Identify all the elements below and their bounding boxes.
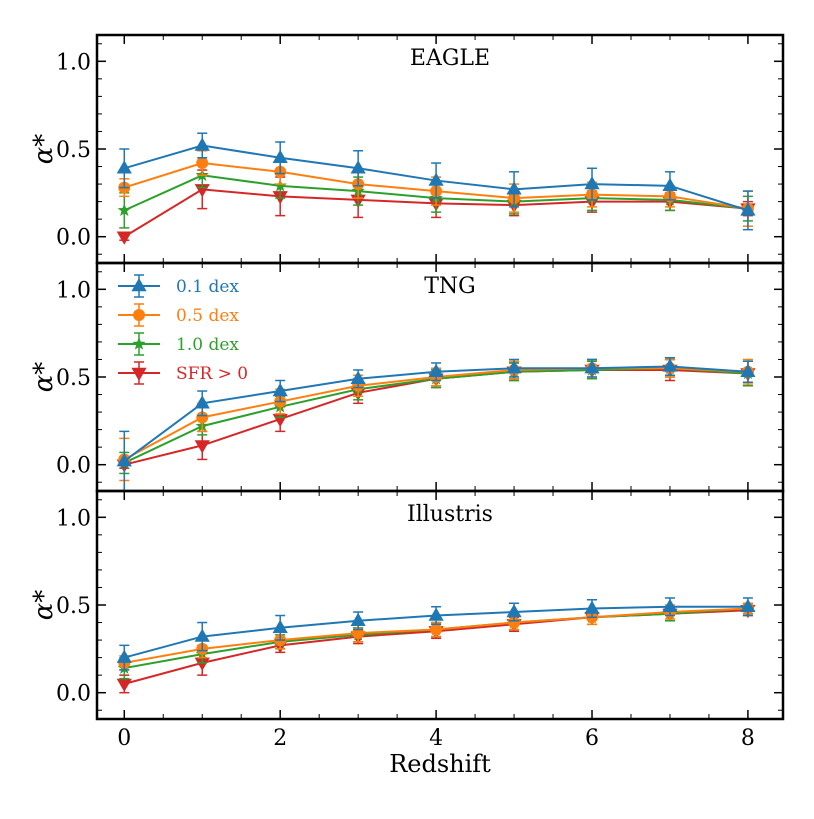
data-point-illustris-0-1-dex	[116, 649, 132, 663]
y-axis-label-illustris: α*	[29, 590, 59, 621]
ytick-label-tng: 0.0	[56, 454, 91, 479]
data-point-illustris-0-1-dex	[194, 628, 210, 642]
legend-label-0-1-dex: 0.1 dex	[176, 277, 239, 297]
data-point-tng-0-1-dex	[662, 358, 678, 372]
ytick-label-tng: 1.0	[56, 278, 91, 303]
data-point-illustris-0-1-dex	[506, 604, 522, 618]
data-point-eagle-0-1-dex	[584, 176, 600, 190]
y-axis-label-tng: α*	[29, 362, 59, 393]
ytick-label-eagle: 0.5	[56, 138, 91, 163]
data-point-illustris-0-1-dex	[662, 598, 678, 612]
legend-label-0-5-dex: 0.5 dex	[176, 306, 239, 326]
data-point-eagle-1-0-dex	[273, 178, 287, 192]
data-point-tng-0-1-dex	[740, 363, 756, 377]
legend-marker-0-1-dex	[131, 278, 147, 292]
x-axis-label: Redshift	[389, 750, 491, 778]
data-point-eagle-0-1-dex	[272, 149, 288, 163]
data-point-eagle-0-1-dex	[194, 137, 210, 151]
legend-label-sfr-0: SFR > 0	[176, 364, 248, 384]
ytick-label-illustris: 1.0	[56, 506, 91, 531]
data-point-tng-0-1-dex	[584, 360, 600, 374]
data-point-illustris-0-1-dex	[272, 619, 288, 633]
data-point-illustris-sfr-0	[116, 678, 132, 692]
data-point-eagle-1-0-dex	[117, 203, 131, 217]
ytick-label-illustris: 0.0	[56, 682, 91, 707]
data-point-illustris-0-1-dex	[584, 600, 600, 614]
data-point-eagle-0-1-dex	[740, 202, 756, 216]
panel-title-illustris: Illustris	[407, 502, 493, 527]
data-point-eagle-0-1-dex	[428, 172, 444, 186]
data-point-eagle-0-1-dex	[116, 160, 132, 174]
legend-marker-1-0-dex	[132, 337, 146, 350]
xtick-label: 4	[429, 726, 443, 751]
panel-title-eagle: EAGLE	[410, 46, 490, 71]
data-point-tng-0-1-dex	[350, 370, 366, 384]
y-axis-label-eagle: α*	[29, 134, 59, 165]
ytick-label-eagle: 1.0	[56, 50, 91, 75]
data-point-tng-sfr-0	[194, 440, 210, 454]
panel-title-tng: TNG	[424, 274, 476, 299]
data-point-illustris-0-1-dex	[740, 598, 756, 612]
ytick-label-illustris: 0.5	[56, 594, 91, 619]
data-point-illustris-sfr-0	[194, 657, 210, 671]
data-point-illustris-0-5-dex	[508, 616, 521, 629]
data-point-eagle-0-5-dex	[196, 157, 209, 170]
data-point-eagle-0-1-dex	[350, 160, 366, 174]
data-point-tng-0-1-dex	[428, 363, 444, 377]
data-point-illustris-0-5-dex	[430, 623, 443, 636]
data-point-eagle-sfr-0	[116, 231, 132, 245]
xtick-label: 8	[741, 726, 755, 751]
data-point-eagle-0-1-dex	[506, 181, 522, 195]
xtick-label: 2	[273, 726, 287, 751]
data-point-eagle-0-1-dex	[662, 177, 678, 192]
xtick-label: 6	[585, 726, 599, 751]
data-point-tng-0-1-dex	[506, 360, 522, 374]
legend-marker-sfr-0	[131, 367, 147, 381]
ytick-label-tng: 0.5	[56, 366, 91, 391]
data-point-tng-0-1-dex	[194, 395, 210, 409]
ytick-label-eagle: 0.0	[56, 226, 91, 251]
data-point-tng-0-1-dex	[116, 453, 132, 467]
data-point-illustris-0-1-dex	[350, 612, 366, 626]
data-point-tng-0-1-dex	[272, 383, 288, 397]
data-point-tng-0-5-dex	[196, 411, 209, 424]
legend-marker-0-5-dex	[133, 309, 145, 321]
data-point-illustris-0-1-dex	[428, 607, 444, 621]
legend-label-1-0-dex: 1.0 dex	[176, 335, 239, 355]
xtick-label: 0	[117, 726, 131, 751]
